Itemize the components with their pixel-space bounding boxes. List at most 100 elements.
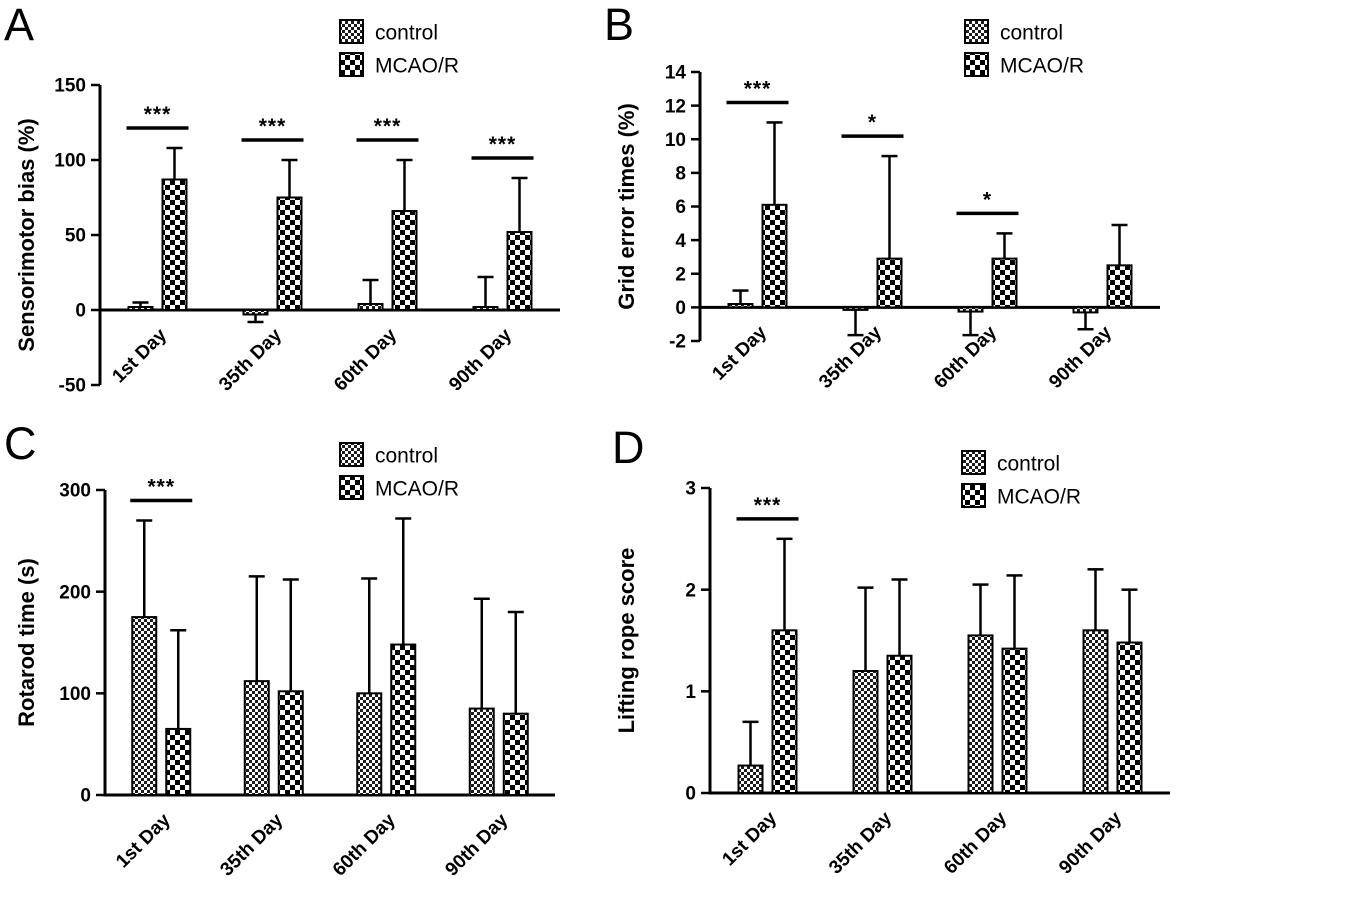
y-axis-title: Sensorimotor bias (%) [14,118,39,351]
y-tick-label: 12 [665,96,686,117]
panel-letter-D: D [612,422,645,473]
x-category-label: 90th Day [445,324,516,395]
bar-mcaor [502,712,529,796]
bar-mcaor [886,654,913,794]
panel-letter-A: A [4,0,35,50]
bar-control [131,616,158,796]
bar-mcaor [277,690,304,796]
y-tick-label: 300 [59,481,91,502]
x-category-label: 35th Day [216,809,287,880]
y-tick-label: 3 [685,479,696,500]
legend-label: control [997,452,1060,475]
bar-mcaor [161,178,188,311]
chart-host-B: -2 0 2 4 6 8 10 12 14 Grid error times (%) 1st Day… [600,0,1353,415]
y-axis-title: Lifting rope score [614,548,639,734]
y-tick-label: 10 [665,130,686,151]
panel-letter-B: B [604,0,635,50]
y-tick-label: 0 [685,784,696,805]
bar-mcaor [771,629,798,794]
bar-control [842,306,869,311]
chart-host-A: -50 0 50 100 150 Sensorimotor bias (%) 1st Day… [0,0,600,415]
y-tick-label: 0 [75,301,86,322]
x-category-label: 35th Day [825,807,896,878]
panel-C: C 0 100 200 300 Rotarod time (s) 1st Day 35th … [0,415,600,901]
bar-control [737,764,764,794]
x-category-label: 60th Day [930,322,1001,393]
bar-control [243,680,270,796]
chart-host-D: 0 1 2 3 Lifting rope score 1st Day 35th Day 60t… [600,415,1353,901]
y-tick-label: -2 [669,332,686,353]
significance-stars: *** [374,115,402,138]
legend-label: MCAO/R [1000,54,1084,77]
bar-mcaor [390,643,417,796]
y-tick-label: 100 [54,151,86,172]
y-tick-label: -50 [59,376,86,397]
x-category-label: 1st Day [108,324,171,387]
significance-stars: *** [754,494,782,517]
x-category-label: 1st Day [718,807,781,870]
x-category-label: 60th Day [329,809,400,880]
legend-label: control [1000,21,1063,44]
y-tick-label: 200 [59,582,91,603]
significance-stars: *** [489,133,517,156]
chart-D: 0 1 2 3 Lifting rope score 1st Day 35th Day 60t… [614,450,1170,879]
x-category-label: 60th Day [330,324,401,395]
legend-swatch-mcaor [964,52,989,77]
legend-swatch-mcaor [339,475,364,500]
legend-swatch-control [961,450,986,475]
x-category-label: 90th Day [441,809,512,880]
significance-stars: * [983,188,992,211]
significance-stars: * [868,111,877,134]
bar-mcaor [276,196,303,311]
panel-letter-C: C [4,418,37,469]
legend-label: MCAO/R [375,54,459,77]
bar-mcaor [165,727,192,796]
legend-swatch-mcaor [961,483,986,508]
legend-swatch-control [339,442,364,467]
bar-control [472,306,499,311]
y-tick-label: 1 [685,682,696,703]
legend-label: MCAO/R [997,485,1081,508]
legend-label: control [375,444,438,467]
x-category-label: 90th Day [1045,322,1116,393]
bar-control [242,309,269,316]
x-category-label: 35th Day [815,322,886,393]
panel-A: A -50 0 50 100 150 Sensorimotor bias (%) 1st D… [0,0,600,415]
legend-swatch-control [339,19,364,44]
bar-control [356,692,383,797]
significance-stars: *** [144,103,172,126]
bar-mcaor [1116,641,1143,794]
bar-mcaor [506,231,533,311]
x-category-label: 60th Day [940,807,1011,878]
y-tick-label: 150 [54,76,86,97]
x-category-label: 1st Day [708,322,771,385]
chart-host-C: 0 100 200 300 Rotarod time (s) 1st Day 35th Da… [0,415,600,901]
legend-label: MCAO/R [375,477,459,500]
bar-mcaor [876,257,903,309]
y-tick-label: 0 [675,298,686,319]
bar-mcaor [391,210,418,311]
y-tick-label: 14 [665,63,687,84]
y-tick-label: 50 [65,226,86,247]
bar-mcaor [1001,647,1028,794]
legend-swatch-mcaor [339,52,364,77]
bar-control [967,634,994,794]
x-category-label: 1st Day [112,809,175,872]
y-axis-title: Rotarod time (s) [14,558,39,727]
y-axis-title: Grid error times (%) [614,103,639,310]
x-category-label: 90th Day [1055,807,1126,878]
significance-stars: *** [744,77,772,100]
significance-stars: *** [147,476,175,499]
bar-mcaor [1106,264,1133,309]
bar-control [468,707,495,797]
y-tick-label: 4 [675,231,686,252]
legend-label: control [375,21,438,44]
bar-control [957,306,984,313]
bar-mcaor [991,257,1018,309]
y-tick-label: 100 [59,684,91,705]
y-tick-label: 0 [80,786,91,807]
bar-control [852,670,879,794]
legend-swatch-control [964,19,989,44]
chart-B: -2 0 2 4 6 8 10 12 14 Grid error times (%) 1st Day… [614,19,1160,393]
